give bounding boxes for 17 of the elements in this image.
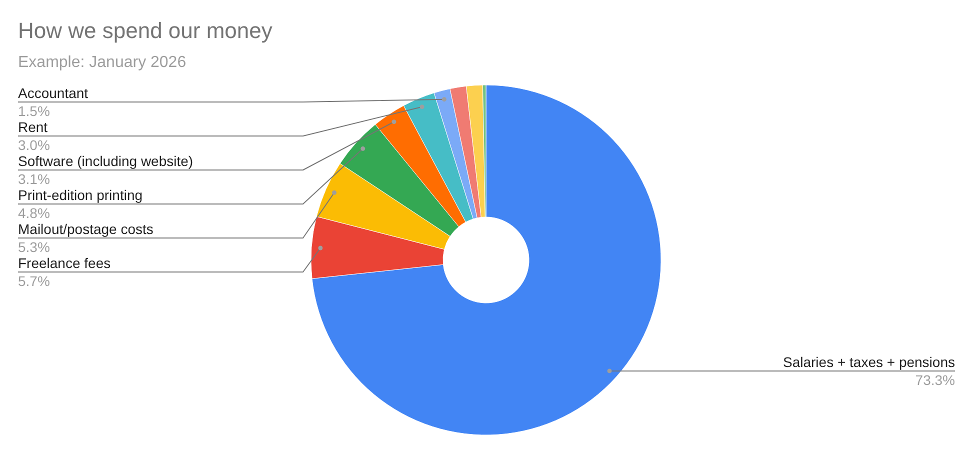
slice-label: Rent — [18, 119, 48, 135]
slice-label: Mailout/postage costs — [18, 221, 154, 237]
slice-label: Accountant — [18, 85, 88, 101]
data-label: 5.7% — [18, 273, 50, 289]
data-label: 5.3% — [18, 239, 50, 255]
slice-label: Software (including website) — [18, 153, 194, 169]
slice-label: Freelance fees — [18, 255, 111, 271]
data-label: 4.8% — [18, 205, 50, 221]
data-label: 1.5% — [18, 103, 50, 119]
data-label: 3.1% — [18, 171, 50, 187]
donut-slice — [312, 84, 662, 435]
chart-subtitle: Example: January 2026 — [18, 54, 186, 71]
data-label: 73.3% — [915, 372, 955, 388]
chart-title: How we spend our money — [18, 18, 272, 43]
slice-label: Salaries + taxes + pensions — [783, 354, 955, 370]
data-label: 3.0% — [18, 137, 50, 153]
slice-label: Print-edition printing — [18, 187, 143, 203]
